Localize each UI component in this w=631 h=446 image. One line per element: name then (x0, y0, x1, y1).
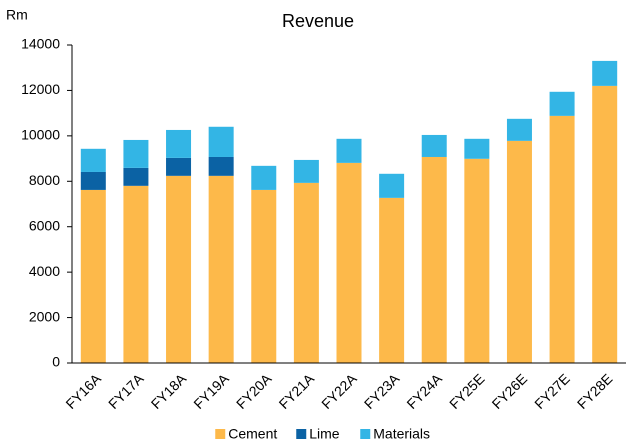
x-tick-label: FY28E (574, 370, 616, 412)
bar-segment (208, 156, 234, 176)
y-axis-label: Rm (6, 7, 28, 23)
bar-segment (336, 138, 362, 163)
x-tick-label: FY27E (531, 370, 573, 412)
bar-segment (208, 175, 234, 363)
bar-segment (549, 91, 575, 116)
legend-label: Cement (228, 426, 277, 442)
bar-segment (166, 129, 192, 158)
bar-segment (166, 175, 192, 363)
bar-segment (464, 158, 490, 363)
y-tick-label: 6000 (29, 217, 60, 233)
bar-segment (592, 85, 618, 363)
bar-segment (123, 139, 149, 168)
bar-segment (123, 185, 149, 363)
bar-segment (421, 156, 447, 363)
x-tick-label: FY22A (318, 370, 360, 412)
y-tick-label: 10000 (21, 127, 60, 143)
bar-segment (251, 189, 277, 363)
legend-swatch (296, 429, 307, 439)
bar-segment (379, 173, 405, 198)
y-tick-label: 4000 (29, 263, 60, 279)
x-tick-label: FY23A (361, 370, 403, 412)
bar-segment (251, 165, 277, 190)
x-tick-label: FY21A (276, 370, 318, 412)
bar-segment (379, 197, 405, 363)
y-tick-label: 8000 (29, 172, 60, 188)
bar-segment (80, 148, 106, 172)
bar-segment (166, 157, 192, 176)
y-tick-label: 12000 (21, 81, 60, 97)
y-tick-label: 2000 (29, 308, 60, 324)
x-tick-label: FY25E (446, 370, 488, 412)
y-tick-label: 14000 (21, 36, 60, 52)
bar-segment (293, 159, 319, 183)
x-tick-label: FY24A (403, 370, 445, 412)
bar-segment (549, 115, 575, 364)
y-tick-label: 0 (52, 354, 60, 370)
legend-swatch (215, 429, 226, 439)
bar-segment (123, 167, 149, 186)
x-tick-label: FY19A (190, 370, 232, 412)
x-tick-label: FY26E (489, 370, 531, 412)
bar-segment (506, 140, 532, 363)
legend-label: Lime (309, 426, 340, 442)
bar-segment (293, 182, 319, 363)
bar-segment (208, 126, 234, 157)
chart-title: Revenue (282, 11, 354, 31)
bar-segment (80, 171, 106, 190)
bar-segment (421, 134, 447, 157)
bar-segment (80, 189, 106, 363)
bar-segment (506, 118, 532, 141)
x-tick-label: FY17A (105, 370, 147, 412)
legend-swatch (360, 429, 371, 439)
x-tick-label: FY18A (148, 370, 190, 412)
x-tick-label: FY16A (62, 370, 104, 412)
x-tick-label: FY20A (233, 370, 275, 412)
bar-segment (592, 60, 618, 86)
bar-segment (336, 162, 362, 363)
bar-segment (464, 138, 490, 159)
legend-label: Materials (373, 426, 430, 442)
